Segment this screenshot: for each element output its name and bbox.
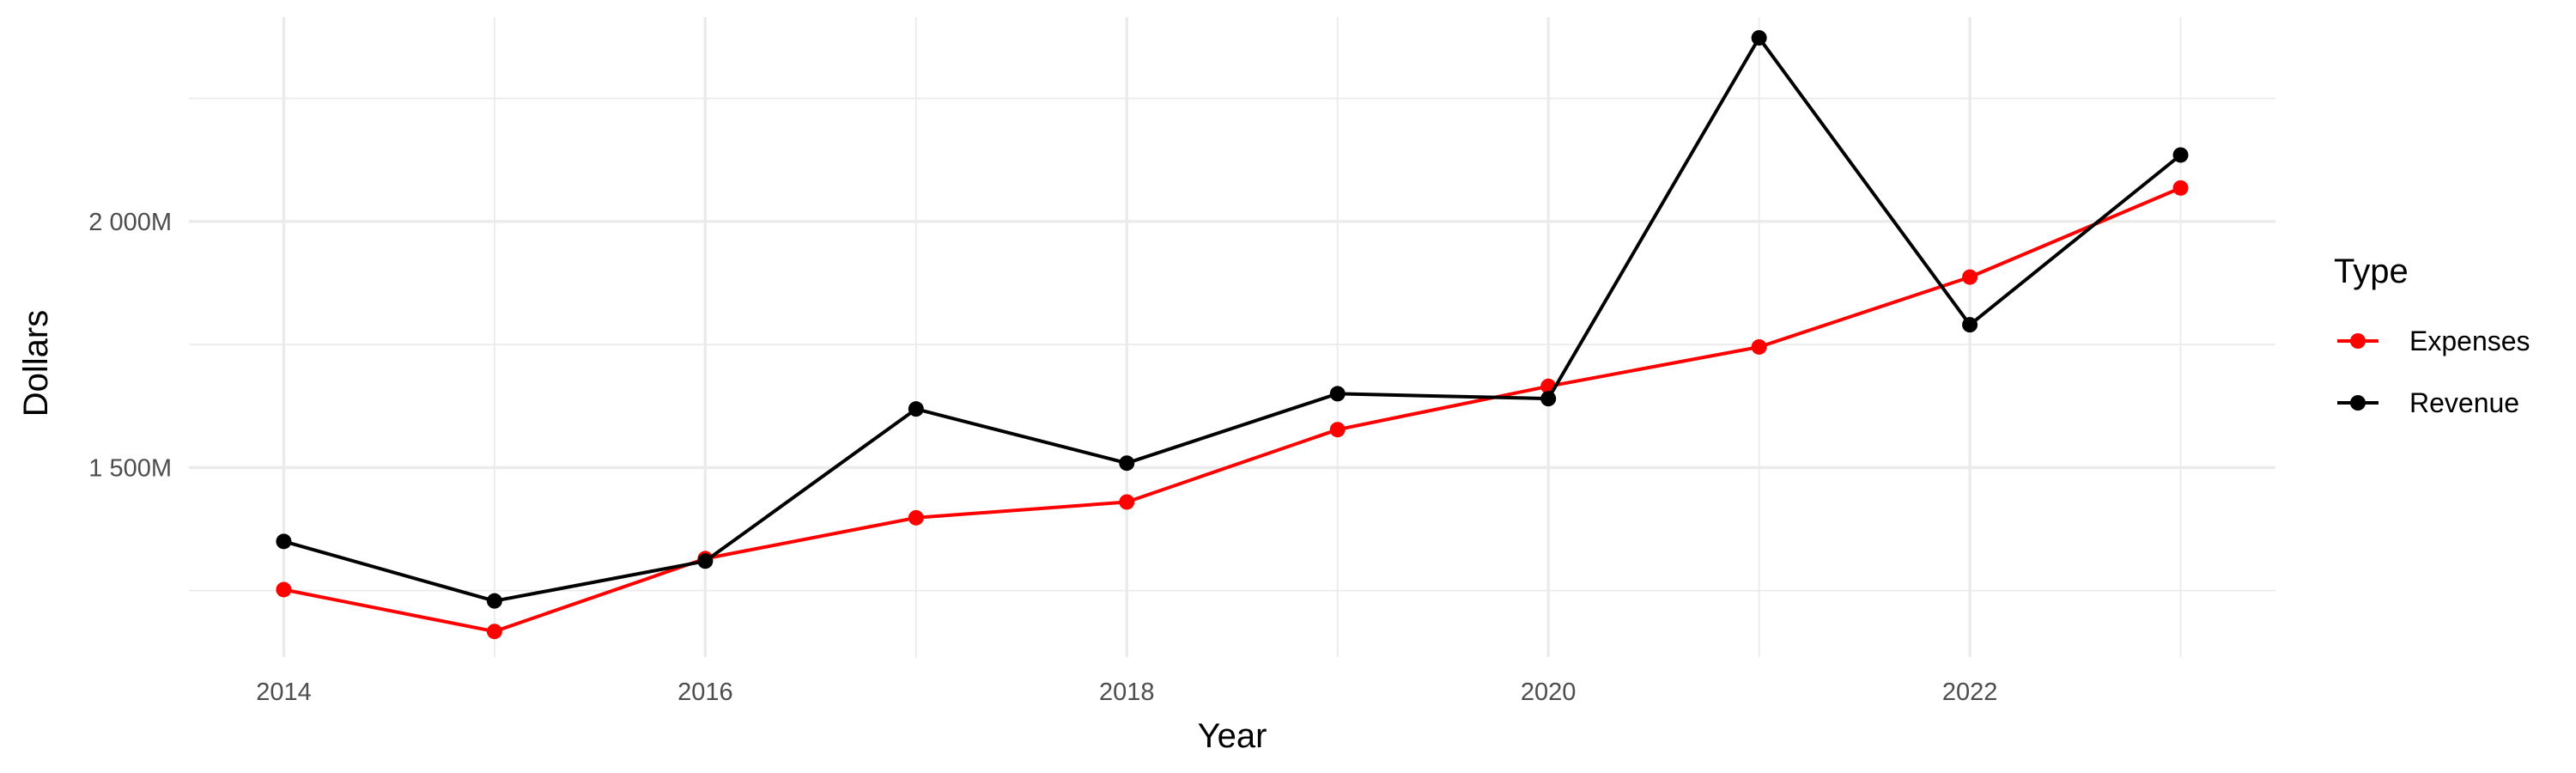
x-axis-title: Year — [1198, 717, 1267, 755]
x-axis-ticks: 2014 2016 2018 2020 2022 — [256, 679, 1997, 706]
minor-gridlines — [189, 17, 2275, 657]
legend-key-point-expenses — [2350, 333, 2366, 349]
revenue-point — [697, 553, 714, 569]
revenue-point — [1962, 317, 1978, 333]
x-tick-label: 2022 — [1942, 679, 1998, 706]
revenue-point — [1119, 455, 1135, 472]
legend-title: Type — [2334, 253, 2409, 290]
expenses-line — [282, 186, 2183, 634]
expenses-point — [908, 509, 924, 526]
expenses-point — [1962, 269, 1978, 285]
y-tick-label: 2 000M — [88, 209, 172, 236]
x-tick-label: 2016 — [677, 679, 733, 706]
series-layer — [276, 30, 2189, 640]
x-tick-label: 2018 — [1099, 679, 1155, 706]
revenue-point — [486, 593, 502, 609]
x-tick-label: 2020 — [1521, 679, 1577, 706]
expenses-point — [1329, 422, 1346, 438]
revenue-point — [908, 401, 924, 417]
legend-label-expenses: Expenses — [2409, 326, 2530, 356]
legend-items: Expenses Revenue — [2337, 326, 2530, 418]
y-axis-ticks: 1 500M 2 000M — [88, 209, 172, 483]
x-tick-label: 2014 — [256, 679, 312, 706]
expenses-point — [276, 581, 292, 598]
revenue-line — [282, 36, 2183, 603]
legend-key-point-revenue — [2350, 395, 2366, 411]
legend-item-revenue: Revenue — [2337, 387, 2519, 418]
expenses-point — [2172, 180, 2189, 196]
expenses-point — [486, 624, 502, 640]
legend: Type Expenses Revenue — [2334, 253, 2530, 418]
revenue-point — [1540, 391, 1557, 407]
revenue-point — [276, 533, 292, 550]
legend-label-revenue: Revenue — [2409, 387, 2519, 418]
revenue-point — [1329, 386, 1346, 402]
expenses-point — [1751, 338, 1767, 355]
expenses-point — [1119, 494, 1135, 510]
y-axis-title: Dollars — [17, 310, 55, 417]
revenue-point — [2172, 147, 2189, 163]
legend-item-expenses: Expenses — [2337, 326, 2530, 356]
y-tick-label: 1 500M — [88, 454, 172, 482]
revenue-point — [1751, 30, 1767, 46]
